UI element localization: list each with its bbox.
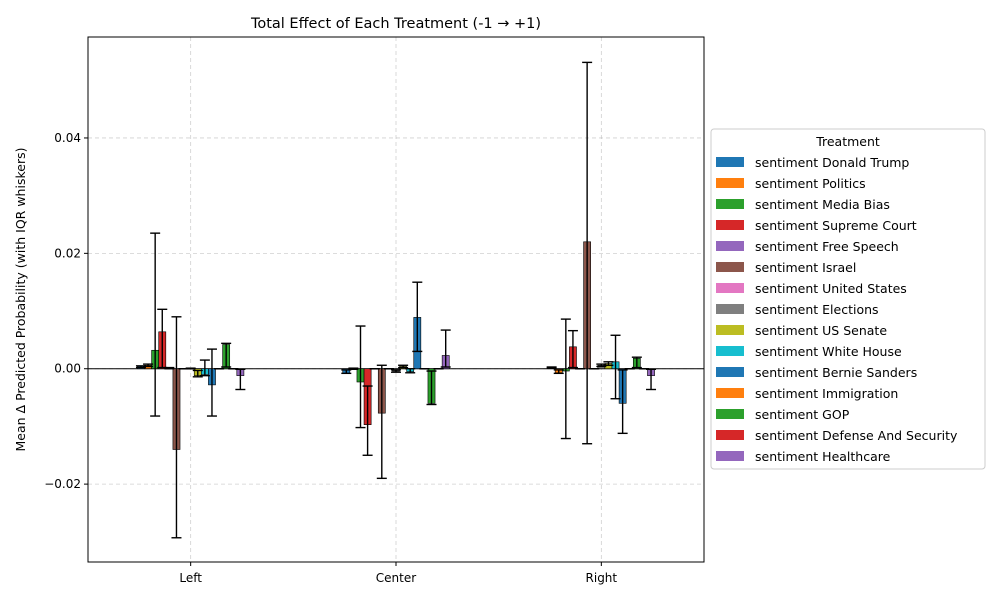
legend-item[interactable]: sentiment Politics xyxy=(716,176,866,191)
legend-item[interactable]: sentiment Media Bias xyxy=(716,197,890,212)
y-tick-label: 0.04 xyxy=(54,131,81,145)
error-whisker xyxy=(362,385,373,456)
legend-item[interactable]: sentiment Immigration xyxy=(716,386,898,401)
error-whisker xyxy=(185,367,196,370)
error-whisker xyxy=(440,329,451,368)
legend-swatch xyxy=(716,199,744,209)
legend-swatch xyxy=(716,178,744,188)
legend-swatch xyxy=(716,451,744,461)
legend-label: sentiment Free Speech xyxy=(755,239,899,254)
error-whisker xyxy=(567,329,578,369)
legend[interactable]: Treatment sentiment Donald Trump sentiment… xyxy=(710,128,986,470)
error-bars xyxy=(135,61,657,539)
error-whisker xyxy=(426,370,437,406)
error-whisker xyxy=(192,369,203,378)
legend-swatch xyxy=(716,346,744,356)
x-tick-label: Left xyxy=(179,571,202,585)
legend-label: sentiment Bernie Sanders xyxy=(755,365,917,380)
legend-swatch xyxy=(716,388,744,398)
legend-label: sentiment US Senate xyxy=(755,323,887,338)
legend-label: sentiment Defense And Security xyxy=(755,428,958,443)
legend-label: sentiment GOP xyxy=(755,407,850,422)
error-whisker xyxy=(235,368,246,391)
legend-label: sentiment Supreme Court xyxy=(755,218,917,233)
error-whisker xyxy=(560,318,571,440)
legend-item[interactable]: sentiment US Senate xyxy=(716,323,887,338)
legend-label: sentiment Media Bias xyxy=(755,197,890,212)
legend-item[interactable]: sentiment Free Speech xyxy=(716,239,899,254)
legend-swatch xyxy=(716,325,744,335)
legend-label: sentiment Donald Trump xyxy=(755,155,909,170)
error-whisker xyxy=(164,366,175,370)
error-whisker xyxy=(603,361,614,366)
legend-label: sentiment White House xyxy=(755,344,902,359)
legend-swatch xyxy=(716,262,744,272)
error-whisker xyxy=(646,368,657,391)
error-whisker xyxy=(171,316,182,539)
legend-swatch xyxy=(716,430,744,440)
legend-label: sentiment Healthcare xyxy=(755,449,891,464)
error-whisker xyxy=(355,325,366,429)
legend-swatch xyxy=(716,283,744,293)
x-tick-label: Right xyxy=(586,571,618,585)
y-tick-label: 0.02 xyxy=(54,246,81,260)
error-whisker xyxy=(206,348,217,417)
legend-label: sentiment Elections xyxy=(755,302,879,317)
legend-item[interactable]: sentiment Elections xyxy=(716,302,879,317)
legend-item[interactable]: sentiment Healthcare xyxy=(716,449,891,464)
error-whisker xyxy=(398,364,409,369)
legend-swatch xyxy=(716,367,744,377)
error-whisker xyxy=(405,368,416,374)
y-axis-ticks: −0.02 0.00 0.02 0.04 xyxy=(44,131,88,491)
legend-label: sentiment Politics xyxy=(755,176,866,191)
legend-title: Treatment xyxy=(815,134,880,149)
chart-title: Total Effect of Each Treatment (-1 → +1) xyxy=(250,16,541,32)
error-whisker xyxy=(221,342,232,368)
error-whisker xyxy=(610,334,621,400)
legend-item[interactable]: sentiment GOP xyxy=(716,407,850,422)
y-axis-label: Mean Δ Predicted Probability (with IQR w… xyxy=(13,148,28,452)
error-whisker xyxy=(199,359,210,377)
error-whisker xyxy=(348,367,359,371)
x-tick-label: Center xyxy=(376,571,416,585)
x-axis-ticks: Left Center Right xyxy=(179,562,617,585)
legend-item[interactable]: sentiment White House xyxy=(716,344,902,359)
legend-item[interactable]: sentiment Bernie Sanders xyxy=(716,365,917,380)
error-whisker xyxy=(143,363,154,368)
legend-item[interactable]: sentiment Donald Trump xyxy=(716,155,909,170)
legend-swatch xyxy=(716,304,744,314)
legend-label: sentiment United States xyxy=(755,281,907,296)
error-whisker xyxy=(150,232,161,417)
error-whisker xyxy=(582,61,593,445)
y-tick-label: 0.00 xyxy=(54,362,81,376)
error-whisker xyxy=(546,366,557,369)
error-whisker xyxy=(631,356,642,369)
legend-item[interactable]: sentiment Israel xyxy=(716,260,856,275)
legend-swatch xyxy=(716,157,744,167)
legend-label: sentiment Immigration xyxy=(755,386,898,401)
error-whisker xyxy=(553,369,564,375)
y-tick-label: −0.02 xyxy=(44,477,81,491)
error-whisker xyxy=(412,281,423,353)
legend-item[interactable]: sentiment Defense And Security xyxy=(716,428,958,443)
legend-item[interactable]: sentiment Supreme Court xyxy=(716,218,917,233)
error-whisker xyxy=(376,364,387,480)
error-whisker xyxy=(596,363,607,368)
legend-label: sentiment Israel xyxy=(755,260,856,275)
legend-swatch xyxy=(716,220,744,230)
legend-box xyxy=(710,128,986,470)
legend-item[interactable]: sentiment United States xyxy=(716,281,907,296)
error-whisker xyxy=(391,369,401,373)
error-whisker xyxy=(617,369,628,435)
legend-swatch xyxy=(716,409,744,419)
legend-swatch xyxy=(716,241,744,251)
